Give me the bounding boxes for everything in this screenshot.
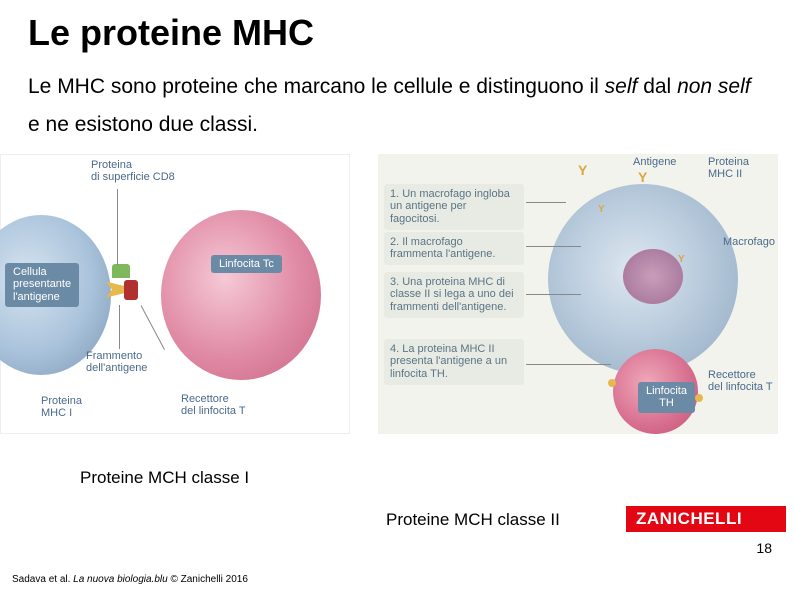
label-mhc2-top: Proteina MHC II: [708, 156, 749, 181]
label-step4: 4. La proteina MHC II presenta l'antigen…: [384, 339, 524, 385]
diagrams-row: Proteina di superficie CD8 Cellula prese…: [0, 154, 794, 454]
mhc1-icon: [106, 282, 126, 298]
tc-lymphocyte-icon: [161, 210, 321, 380]
body-paragraph: Le MHC sono proteine che marcano le cell…: [0, 54, 794, 144]
body-mid: dal: [637, 75, 677, 98]
footer-author: Sadava et al.: [12, 574, 73, 585]
label-mhc1: Proteina MHC I: [41, 395, 82, 420]
leader-line: [526, 364, 611, 365]
nucleus-icon: [623, 249, 683, 304]
footer-copyright: © Zanichelli 2016: [168, 574, 248, 585]
leader-line: [526, 246, 581, 247]
label-step2: 2. Il macrofago frammenta l'antigene.: [384, 232, 524, 265]
caption-class-1: Proteine MCH classe I: [80, 468, 249, 488]
label-tcr: Recettore del linfocita T: [181, 393, 246, 418]
label-fragment: Frammento dell'antigene: [86, 350, 147, 375]
antibody-icon: Y: [678, 254, 685, 265]
leader-line: [526, 202, 566, 203]
publisher-badge: ZANICHELLI: [626, 506, 786, 532]
leader-line: [141, 305, 165, 350]
leader-line: [526, 294, 581, 295]
antibody-icon: Y: [638, 169, 647, 185]
page-title: Le proteine MHC: [0, 0, 794, 54]
footer-citation: Sadava et al. La nuova biologia.blu © Za…: [12, 574, 248, 585]
body-pre: Le MHC sono proteine che marcano le cell…: [28, 75, 605, 98]
tcr-icon: [124, 280, 138, 300]
antibody-icon: Y: [598, 204, 605, 215]
leader-line: [117, 189, 118, 265]
diagram-mhc-class-1: Proteina di superficie CD8 Cellula prese…: [0, 154, 350, 434]
label-cd8: Proteina di superficie CD8: [91, 159, 175, 184]
label-step3: 3. Una proteina MHC di classe II si lega…: [384, 272, 524, 318]
label-tc: Linfocita Tc: [211, 255, 282, 274]
footer-book: La nuova biologia.blu: [73, 574, 168, 585]
antibody-icon: Y: [578, 162, 587, 178]
receptor-complex-icon: [106, 280, 156, 300]
label-antigen: Antigene: [633, 156, 676, 169]
label-th: Linfocita TH: [638, 382, 695, 413]
diagram-mhc-class-2: Y Y Y Y Antigene Proteina MHC II 1. Un m…: [378, 154, 778, 434]
body-nonself: non self: [677, 75, 751, 98]
label-tcr-2: Recettore del linfocita T: [708, 369, 773, 394]
body-self: self: [605, 75, 638, 98]
label-apc: Cellula presentante l'antigene: [5, 263, 79, 307]
caption-class-2: Proteine MCH classe II: [386, 510, 560, 530]
label-step1: 1. Un macrofago ingloba un antigene per …: [384, 184, 524, 230]
cd8-icon: [112, 264, 130, 278]
body-post: e ne esistono due classi.: [28, 113, 258, 136]
page-number: 18: [756, 540, 772, 556]
label-macrophage: Macrofago: [723, 236, 775, 249]
leader-line: [119, 305, 120, 349]
